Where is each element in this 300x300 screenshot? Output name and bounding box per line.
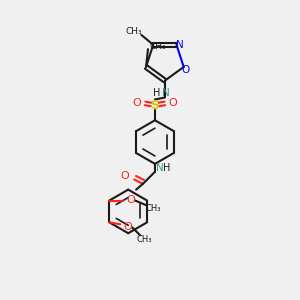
Text: N: N (176, 40, 183, 50)
Text: CH₃: CH₃ (136, 235, 152, 244)
Text: O: O (182, 65, 190, 75)
Text: CH₃: CH₃ (125, 27, 142, 36)
Text: N: N (162, 88, 170, 98)
Text: N: N (156, 163, 164, 173)
Text: O: O (127, 194, 136, 205)
Text: S: S (151, 99, 160, 112)
Text: O: O (124, 222, 133, 232)
Text: O: O (133, 98, 142, 108)
Text: O: O (168, 98, 177, 108)
Text: H: H (163, 163, 170, 173)
Text: CH₃: CH₃ (150, 42, 166, 51)
Text: CH₃: CH₃ (145, 204, 161, 213)
Text: O: O (121, 171, 130, 181)
Text: H: H (153, 88, 161, 98)
